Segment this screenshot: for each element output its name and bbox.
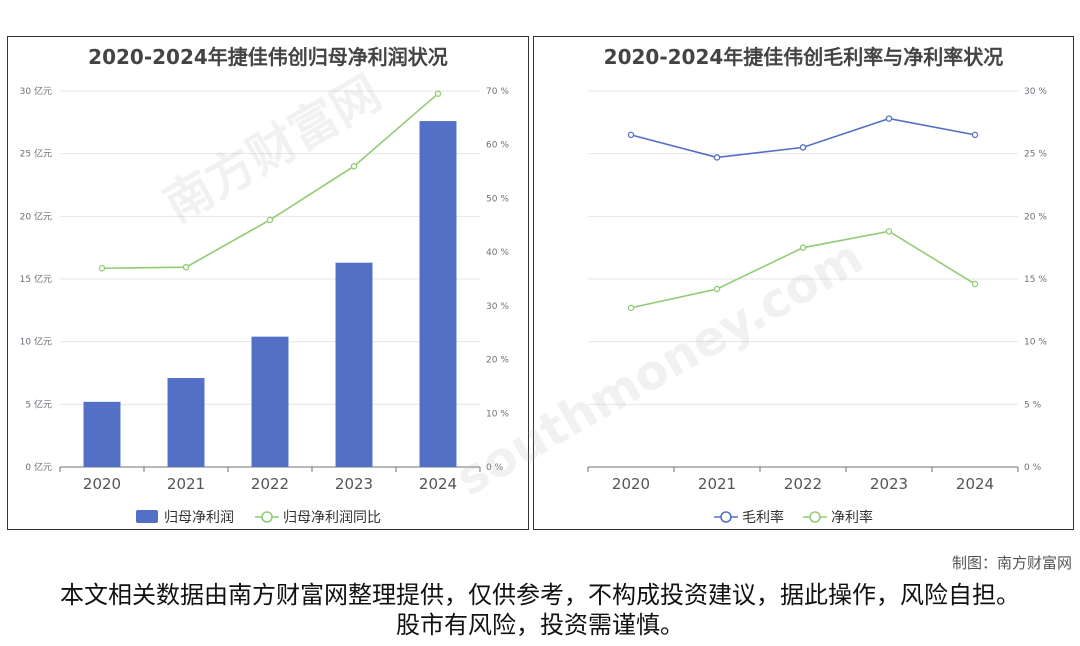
x-tick-label: 2024 [419, 475, 457, 493]
data-point [799, 144, 807, 151]
y-left-tick-label: 15 亿元 [20, 273, 52, 285]
y-right-tick-label: 5 % [1024, 400, 1042, 410]
margin-chart: 0 % 5 % 10 % 15 % 20 % 25 % 30 % 2020 2021 2022 20… [587, 87, 1047, 526]
data-point [713, 285, 721, 293]
y-right-tick-label: 40 % [486, 248, 509, 258]
disclaimer-text: 本文相关数据由南方财富网整理提供，仅供参考，不构成投资建议，据此操作，风险自担。… [60, 581, 1020, 639]
y-right-tick-label: 50 % [486, 194, 509, 204]
y-right-tick-label: 20 % [486, 356, 509, 366]
data-point [434, 90, 442, 97]
y-left-tick-label: 20 亿元 [20, 210, 52, 222]
bar [419, 121, 457, 467]
bar [251, 336, 289, 467]
data-point [971, 131, 979, 139]
chart-panel-net-profit: 2020-2024年捷佳伟创归母净利润状况 0 亿元 5 亿元 10 亿元 15 亿元… [7, 36, 529, 530]
x-tick-label: 2020 [83, 475, 121, 493]
legend-swatch [136, 510, 158, 523]
y-right-tick-label: 30 % [1024, 87, 1047, 97]
data-point [971, 280, 979, 288]
x-tick-label: 2022 [784, 475, 822, 493]
y-right-tick-label: 0 % [1024, 463, 1042, 473]
bar [335, 262, 373, 467]
y-left-tick-label: 25 亿元 [20, 148, 52, 160]
chart-credit: 制图：南方财富网 [951, 554, 1072, 572]
x-tick-label: 2020 [612, 475, 650, 493]
chart-title-margins: 2020-2024年捷佳伟创毛利率与净利率状况 [603, 45, 1004, 69]
y-right-tick-label: 60 % [486, 141, 509, 151]
x-tick-label: 2024 [956, 475, 994, 493]
x-tick-label: 2021 [167, 475, 205, 493]
data-point [627, 131, 635, 139]
x-tick-label: 2023 [870, 475, 908, 493]
x-tick-label: 2023 [335, 475, 373, 493]
y-left-tick-label: 0 亿元 [25, 461, 52, 473]
y-right-tick-label: 15 % [1024, 275, 1047, 285]
data-point [182, 263, 190, 271]
series-line [101, 93, 439, 270]
y-right-tick-label: 20 % [1024, 212, 1047, 222]
bar [83, 401, 121, 467]
series-line [630, 117, 976, 159]
y-left-tick-label: 5 亿元 [25, 398, 52, 410]
y-right-tick-label: 25 % [1024, 150, 1047, 160]
series-line [630, 230, 976, 309]
data-point [799, 244, 807, 251]
bar [167, 378, 205, 467]
data-point [885, 228, 893, 235]
y-left-tick-label: 10 亿元 [20, 336, 52, 348]
chart-panel-margins: 2020-2024年捷佳伟创毛利率与净利率状况 0 % 5 % 10 % 15 % 20… [533, 36, 1074, 530]
y-right-tick-label: 70 % [486, 87, 509, 97]
data-point [627, 304, 635, 312]
data-point [266, 216, 274, 224]
legend-marker [809, 511, 821, 523]
x-tick-label: 2022 [251, 475, 289, 493]
y-right-tick-label: 10 % [486, 409, 509, 419]
legend-label: 归母净利润同比 [283, 509, 381, 526]
legend-label: 毛利率 [742, 509, 784, 526]
legend-label: 净利率 [831, 509, 873, 526]
data-point [713, 154, 721, 161]
data-point [885, 115, 893, 122]
chart-title-net-profit: 2020-2024年捷佳伟创归母净利润状况 [88, 45, 448, 69]
data-point [350, 162, 358, 170]
data-point [98, 265, 106, 272]
x-tick-label: 2021 [698, 475, 736, 493]
net-profit-chart: 0 亿元 5 亿元 10 亿元 15 亿元 20 亿元 25 亿元 30 亿元 0 % 10 %… [20, 85, 510, 526]
y-left-tick-label: 30 亿元 [20, 85, 52, 97]
y-right-tick-label: 30 % [486, 302, 509, 312]
y-right-tick-label: 0 % [486, 463, 504, 473]
legend-label: 归母净利润 [164, 509, 234, 526]
legend-marker [720, 511, 732, 523]
legend-marker [261, 511, 273, 523]
y-right-tick-label: 10 % [1024, 338, 1047, 348]
